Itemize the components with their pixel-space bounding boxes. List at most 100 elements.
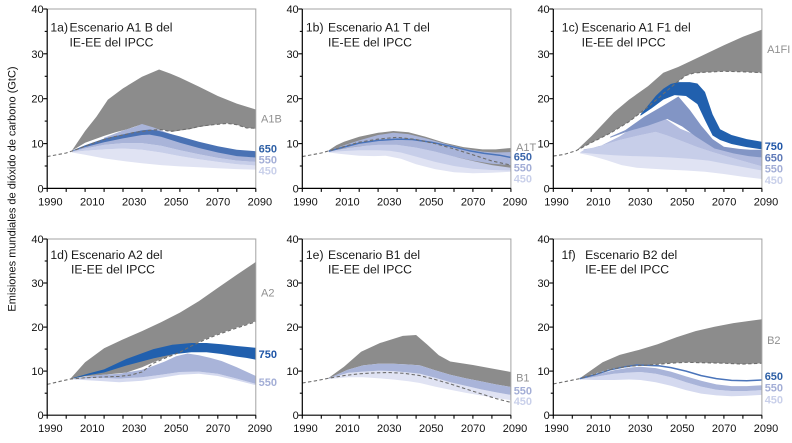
svg-text:30: 30 bbox=[31, 49, 43, 61]
svg-text:IE-EE del IPCC: IE-EE del IPCC bbox=[328, 35, 412, 49]
svg-text:30: 30 bbox=[286, 49, 298, 61]
svg-text:2090: 2090 bbox=[248, 196, 272, 208]
svg-text:IE-EE del IPCC: IE-EE del IPCC bbox=[582, 35, 666, 49]
svg-text:2090: 2090 bbox=[754, 423, 778, 435]
svg-text:2010: 2010 bbox=[586, 423, 610, 435]
svg-text:B2: B2 bbox=[767, 335, 780, 347]
svg-text:750: 750 bbox=[765, 141, 783, 153]
svg-text:40: 40 bbox=[31, 234, 43, 246]
svg-text:IE-EE del IPCC: IE-EE del IPCC bbox=[70, 35, 154, 49]
svg-text:550: 550 bbox=[765, 164, 783, 176]
svg-text:0: 0 bbox=[37, 410, 43, 422]
svg-text:450: 450 bbox=[514, 396, 532, 408]
svg-text:A1B: A1B bbox=[261, 113, 282, 125]
svg-text:20: 20 bbox=[537, 322, 549, 334]
svg-text:20: 20 bbox=[537, 94, 549, 106]
svg-text:30: 30 bbox=[286, 278, 298, 290]
svg-text:2050: 2050 bbox=[670, 423, 694, 435]
svg-text:Escenario A1 B del: Escenario A1 B del bbox=[70, 21, 173, 35]
svg-text:2070: 2070 bbox=[206, 423, 230, 435]
svg-text:2070: 2070 bbox=[461, 196, 485, 208]
svg-text:2070: 2070 bbox=[461, 423, 485, 435]
svg-text:650: 650 bbox=[514, 152, 532, 164]
svg-text:2010: 2010 bbox=[80, 196, 104, 208]
svg-text:20: 20 bbox=[31, 94, 43, 106]
svg-text:650: 650 bbox=[765, 153, 783, 165]
svg-text:1c): 1c) bbox=[562, 21, 579, 35]
svg-text:2010: 2010 bbox=[335, 196, 359, 208]
svg-text:10: 10 bbox=[31, 139, 43, 151]
svg-text:2090: 2090 bbox=[503, 196, 527, 208]
svg-text:0: 0 bbox=[293, 183, 299, 195]
svg-text:0: 0 bbox=[544, 410, 550, 422]
svg-text:450: 450 bbox=[765, 394, 783, 406]
svg-text:Escenario B2 del: Escenario B2 del bbox=[585, 248, 677, 262]
svg-text:Escenario A2 del: Escenario A2 del bbox=[71, 248, 162, 262]
svg-text:2090: 2090 bbox=[503, 423, 527, 435]
svg-text:30: 30 bbox=[537, 49, 549, 61]
svg-text:2010: 2010 bbox=[586, 196, 610, 208]
svg-text:450: 450 bbox=[514, 174, 532, 186]
svg-text:2070: 2070 bbox=[712, 423, 736, 435]
svg-text:B1: B1 bbox=[516, 373, 529, 385]
svg-text:2050: 2050 bbox=[164, 196, 188, 208]
svg-text:IE-EE del IPCC: IE-EE del IPCC bbox=[585, 263, 669, 277]
svg-text:10: 10 bbox=[31, 366, 43, 378]
svg-text:650: 650 bbox=[765, 371, 783, 383]
svg-text:1990: 1990 bbox=[544, 196, 568, 208]
svg-text:10: 10 bbox=[537, 366, 549, 378]
svg-text:1990: 1990 bbox=[544, 423, 568, 435]
svg-text:1990: 1990 bbox=[293, 196, 317, 208]
svg-text:2050: 2050 bbox=[164, 423, 188, 435]
svg-text:1e): 1e) bbox=[306, 248, 324, 262]
svg-text:2030: 2030 bbox=[377, 196, 401, 208]
svg-text:20: 20 bbox=[286, 94, 298, 106]
svg-text:2050: 2050 bbox=[419, 196, 443, 208]
svg-text:A1T: A1T bbox=[516, 142, 536, 154]
svg-text:0: 0 bbox=[293, 410, 299, 422]
svg-text:550: 550 bbox=[765, 382, 783, 394]
svg-text:2090: 2090 bbox=[754, 196, 778, 208]
svg-text:10: 10 bbox=[286, 139, 298, 151]
svg-text:2030: 2030 bbox=[377, 423, 401, 435]
svg-text:2030: 2030 bbox=[628, 423, 652, 435]
svg-text:650: 650 bbox=[259, 144, 277, 156]
svg-text:2070: 2070 bbox=[712, 196, 736, 208]
svg-text:Escenario A1 T del: Escenario A1 T del bbox=[328, 21, 430, 35]
svg-text:10: 10 bbox=[286, 366, 298, 378]
svg-text:Escenario B1 del: Escenario B1 del bbox=[328, 248, 420, 262]
svg-text:20: 20 bbox=[286, 322, 298, 334]
svg-text:30: 30 bbox=[31, 278, 43, 290]
svg-text:2030: 2030 bbox=[122, 196, 146, 208]
svg-text:1990: 1990 bbox=[38, 423, 62, 435]
svg-text:40: 40 bbox=[31, 4, 43, 16]
svg-text:2050: 2050 bbox=[419, 423, 443, 435]
svg-text:40: 40 bbox=[537, 234, 549, 246]
svg-text:1f): 1f) bbox=[562, 248, 576, 262]
svg-text:1b): 1b) bbox=[306, 21, 324, 35]
svg-text:0: 0 bbox=[37, 183, 43, 195]
svg-text:2050: 2050 bbox=[670, 196, 694, 208]
svg-text:2070: 2070 bbox=[206, 196, 230, 208]
svg-text:2090: 2090 bbox=[248, 423, 272, 435]
svg-text:40: 40 bbox=[286, 234, 298, 246]
svg-text:0: 0 bbox=[544, 183, 550, 195]
svg-text:Escenario A1 F1 del: Escenario A1 F1 del bbox=[582, 21, 691, 35]
svg-text:1990: 1990 bbox=[38, 196, 62, 208]
svg-text:Emisiones mundiales de dióxido: Emisiones mundiales de dióxido de carbon… bbox=[7, 66, 19, 311]
svg-text:A2: A2 bbox=[261, 288, 274, 300]
svg-text:550: 550 bbox=[259, 155, 277, 167]
svg-text:1d): 1d) bbox=[50, 248, 68, 262]
svg-text:1990: 1990 bbox=[293, 423, 317, 435]
svg-text:2030: 2030 bbox=[628, 196, 652, 208]
svg-text:2030: 2030 bbox=[122, 423, 146, 435]
svg-text:30: 30 bbox=[537, 278, 549, 290]
svg-text:IE-EE del IPCC: IE-EE del IPCC bbox=[71, 263, 155, 277]
svg-text:20: 20 bbox=[31, 322, 43, 334]
svg-text:450: 450 bbox=[765, 175, 783, 187]
svg-text:40: 40 bbox=[537, 4, 549, 16]
svg-text:A1FI: A1FI bbox=[767, 44, 790, 56]
svg-text:450: 450 bbox=[259, 166, 277, 178]
svg-text:IE-EE del IPCC: IE-EE del IPCC bbox=[328, 263, 412, 277]
svg-text:550: 550 bbox=[514, 163, 532, 175]
